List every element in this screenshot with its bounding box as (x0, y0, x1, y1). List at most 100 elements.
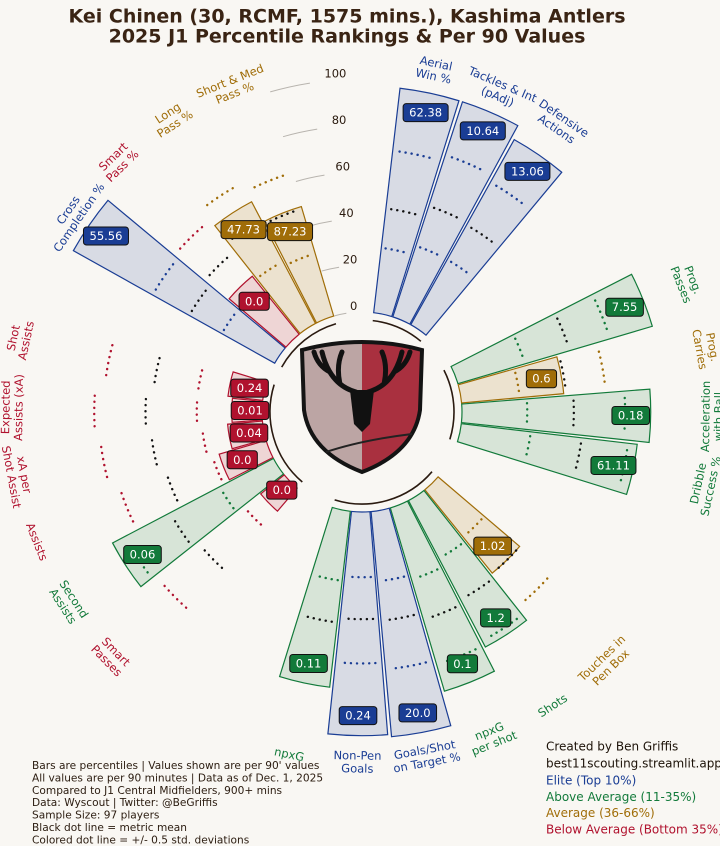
value-label: 13.06 (511, 164, 544, 178)
mean-line (303, 614, 333, 623)
value-box (267, 222, 314, 242)
std-low-line (259, 262, 281, 278)
logo-swoosh (325, 433, 413, 453)
r-tick-label: 40 (339, 206, 354, 220)
value-label: 7.55 (612, 300, 638, 314)
std-high-line (99, 441, 109, 479)
logo-deer-head (350, 390, 374, 432)
metric-label: ExpectedAssists (xA) (0, 374, 25, 441)
std-high-line (105, 340, 115, 377)
value-label: 0.0 (273, 483, 291, 497)
value-label: 47.73 (227, 223, 260, 237)
bar (373, 87, 460, 318)
value-box (590, 455, 637, 475)
std-high-line (160, 581, 188, 609)
value-box (230, 378, 269, 398)
value-label: 0.6 (532, 372, 550, 386)
std-high-line (495, 184, 527, 207)
footnote: Compared to J1 Central Midfielders, 900+… (32, 785, 282, 797)
grid-arc (295, 174, 325, 182)
std-high-line (119, 489, 135, 523)
legend-entry: Average (36-66%) (546, 806, 655, 820)
mean-line (495, 549, 518, 571)
mean-line (385, 613, 415, 622)
value-box (525, 369, 558, 389)
value-box (459, 121, 506, 141)
value-box (226, 450, 258, 470)
value-box (229, 423, 269, 443)
value-box (398, 703, 438, 723)
std-low-line (384, 247, 409, 255)
value-box (611, 406, 651, 426)
mean-line (153, 353, 162, 384)
std-low-line (441, 543, 463, 558)
std-low-line (414, 568, 439, 580)
value-label: 61.11 (597, 458, 630, 472)
value-label: 0.0 (233, 453, 251, 467)
footnote: Data: Wyscout | Twitter: @BeGriffis (32, 797, 218, 809)
std-high-line (390, 661, 428, 670)
grid-arc (321, 266, 340, 272)
std-high-line (93, 389, 97, 428)
mean-line (573, 442, 583, 474)
footnote: Colored dot line = +/- 0.5 std. deviatio… (32, 834, 249, 846)
value-box (473, 536, 512, 556)
value-label: 0.11 (296, 656, 322, 670)
value-box (289, 653, 328, 673)
std-high-line (450, 156, 487, 173)
bar (407, 489, 528, 648)
value-label: 0.18 (618, 409, 644, 423)
std-low-line (195, 397, 199, 422)
legend-entry: Elite (Top 10%) (546, 774, 636, 788)
value-box (230, 401, 270, 421)
chart-title: Kei Chinen (30, RCMF, 1575 mins.), Kashi… (68, 6, 625, 28)
mean-line (150, 435, 158, 466)
value-label: 0.04 (236, 426, 262, 440)
value-label: 20.0 (405, 706, 431, 720)
std-high-line (253, 173, 287, 189)
std-low-line (380, 575, 406, 582)
r-tick-label: 60 (335, 159, 350, 173)
value-label: 55.56 (90, 229, 123, 243)
bar (456, 423, 638, 496)
mean-line (427, 606, 457, 620)
mean-line (432, 206, 462, 221)
std-low-line (197, 365, 205, 390)
std-low-line (222, 311, 238, 332)
std-low-line (347, 575, 372, 579)
std-low-line (464, 518, 483, 536)
mean-line (201, 546, 224, 570)
std-high-line (398, 150, 435, 161)
std-high-line (340, 661, 377, 665)
grid-arc (270, 82, 310, 93)
r-tick-label: 20 (343, 252, 358, 266)
value-label: 0.24 (237, 381, 263, 395)
group-arc (269, 384, 303, 483)
std-low-line (220, 489, 235, 510)
r-tick-label: 80 (332, 113, 347, 127)
std-low-line (289, 253, 313, 265)
value-box (220, 220, 267, 240)
bar (392, 101, 519, 325)
std-low-line (514, 337, 525, 361)
mean-line (464, 580, 491, 599)
value-label: 0.1 (453, 657, 471, 671)
mean-line (559, 360, 567, 390)
metric-label: Accelerationwith Ball (698, 381, 720, 453)
value-box (605, 297, 644, 317)
std-high-line (154, 262, 176, 291)
credit: best11scouting.streamlit.app (546, 757, 720, 771)
value-label: 1.02 (480, 539, 506, 553)
value-label: 87.23 (274, 225, 307, 239)
std-low-line (449, 260, 472, 277)
r-tick-label: 0 (350, 299, 357, 313)
bar (370, 507, 452, 738)
value-box (238, 291, 270, 311)
mean-line (571, 399, 576, 431)
mean-line (470, 226, 496, 246)
std-low-line (524, 435, 532, 460)
std-low-line (514, 371, 521, 395)
std-high-line (597, 350, 606, 385)
